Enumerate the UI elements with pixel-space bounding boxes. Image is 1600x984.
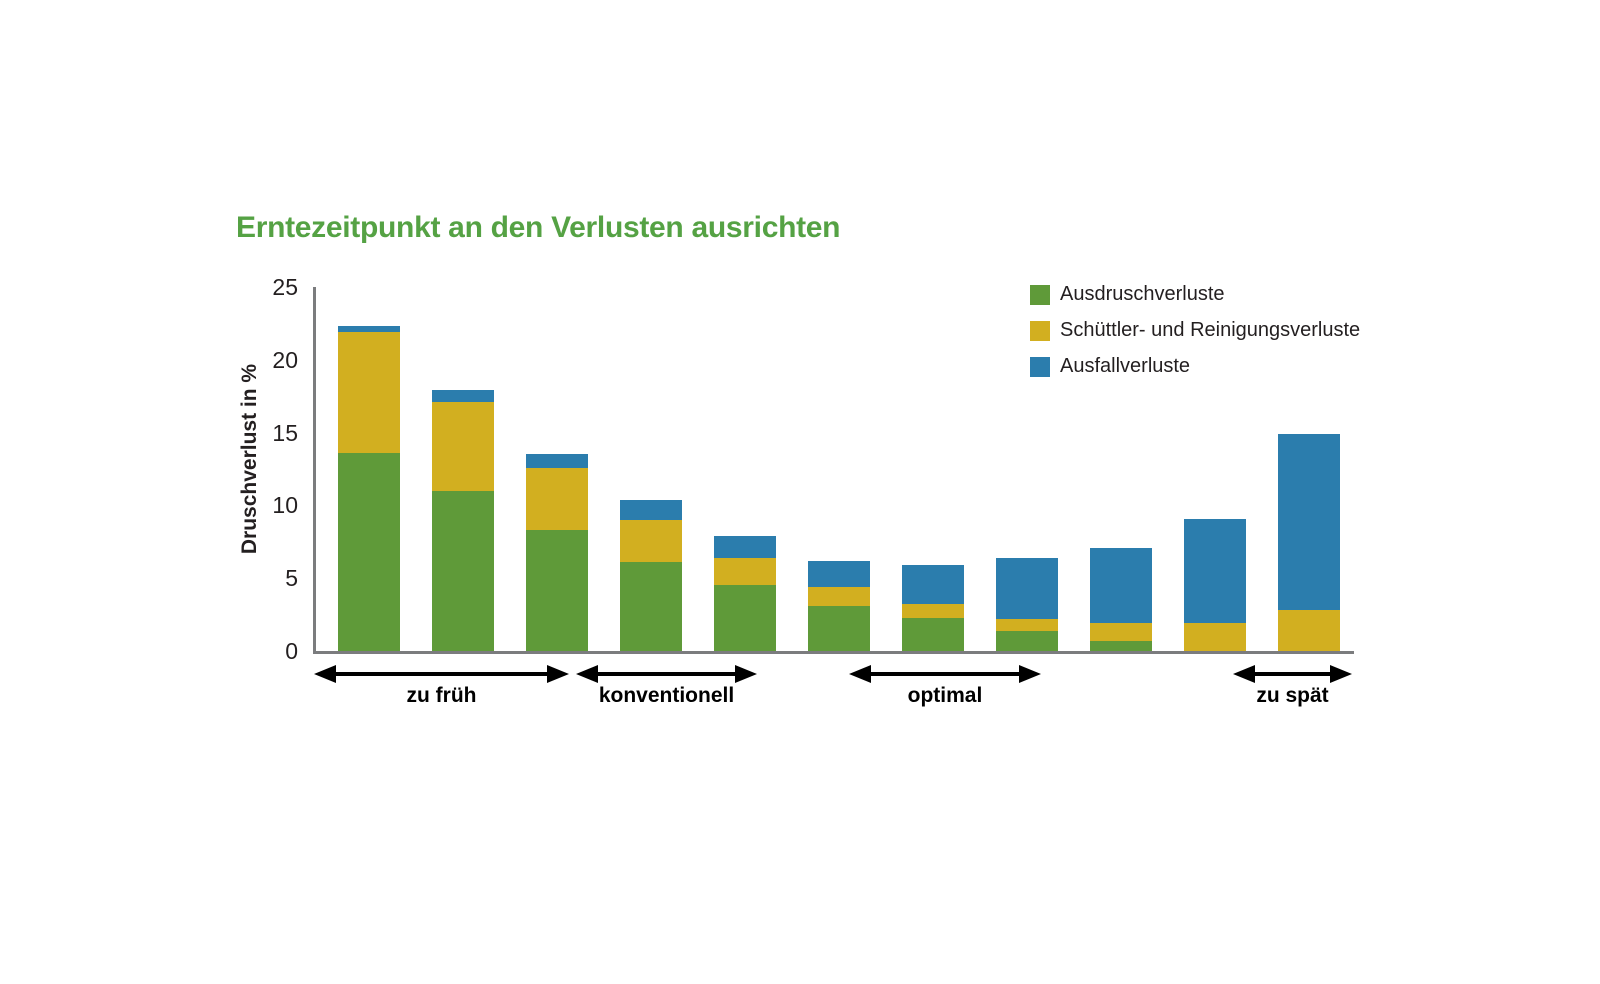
range-arrow-4 [1233,665,1352,683]
bar-4 [620,499,682,651]
legend-item-ausdruschverluste: Ausdruschverluste [1030,283,1360,306]
bar-7-segment-schuettler-und-reinigungsverluste [902,604,964,618]
legend-label-ausdruschverluste: Ausdruschverluste [1060,283,1225,305]
bar-3-segment-ausdruschverluste [526,530,588,651]
x-group-label-2: konventionell [598,684,735,707]
bar-2-segment-schuettler-und-reinigungsverluste [432,402,494,491]
arrow-right-head-icon [1330,665,1352,683]
bar-8-segment-ausdruschverluste [996,630,1058,651]
bar-2 [432,390,494,651]
legend: Ausdruschverluste Schüttler- und Reinigu… [1030,283,1360,391]
bar-1 [338,326,400,651]
bar-9-segment-schuettler-und-reinigungsverluste [1090,623,1152,641]
legend-label-schuettler-und-reinigungsverluste: Schüttler- und Reinigungsverluste [1060,319,1361,341]
arrow-left-head-icon [576,665,598,683]
bar-5-segment-ausdruschverluste [714,585,776,651]
x-group-label-3: optimal [907,684,983,707]
arrow-shaft [1255,672,1330,676]
legend-item-schuettler-und-reinigungsverluste: Schüttler- und Reinigungsverluste [1030,319,1360,342]
bar-9 [1090,547,1152,651]
bar-2-segment-ausfallverluste [432,390,494,403]
bar-10-segment-schuettler-und-reinigungsverluste [1184,623,1246,651]
x-group-label-4: zu spät [1256,684,1329,707]
bar-7-segment-ausdruschverluste [902,617,964,651]
bar-3-segment-schuettler-und-reinigungsverluste [526,467,588,531]
range-arrow-2 [576,665,757,683]
plot-area [313,287,1354,654]
arrow-right-head-icon [735,665,757,683]
arrow-left-head-icon [1233,665,1255,683]
y-axis-tick-label: 20 [272,346,298,373]
bar-1-segment-ausfallverluste [338,326,400,333]
bar-5 [714,536,776,651]
arrow-left-head-icon [849,665,871,683]
y-axis-tick-label: 25 [272,274,298,300]
y-axis-tick-label: 0 [285,638,298,664]
x-group-label-1: zu früh [406,684,477,707]
legend-item-ausfallverluste: Ausfallverluste [1030,355,1360,378]
bar-9-segment-ausdruschverluste [1090,640,1152,651]
arrow-right-head-icon [547,665,569,683]
bar-7 [902,565,964,651]
bar-8 [996,557,1058,651]
bar-10-segment-ausfallverluste [1184,518,1246,624]
legend-swatch-green-icon [1030,284,1050,305]
arrow-left-head-icon [314,665,336,683]
bar-5-segment-schuettler-und-reinigungsverluste [714,557,776,586]
bar-10 [1184,518,1246,651]
bar-4-segment-schuettler-und-reinigungsverluste [620,519,682,563]
arrow-shaft [598,672,735,676]
legend-swatch-yellow-icon [1030,320,1050,341]
bar-7-segment-ausfallverluste [902,565,964,605]
arrow-shaft [336,672,547,676]
range-arrow-3 [849,665,1041,683]
bar-5-segment-ausfallverluste [714,536,776,558]
bar-3 [526,454,588,651]
bar-9-segment-ausfallverluste [1090,547,1152,624]
bar-2-segment-ausdruschverluste [432,490,494,651]
bar-11-segment-ausfallverluste [1278,434,1340,611]
bar-4-segment-ausfallverluste [620,499,682,520]
bar-8-segment-ausfallverluste [996,557,1058,619]
bar-1-segment-ausdruschverluste [338,452,400,651]
arrow-right-head-icon [1019,665,1041,683]
arrow-shaft [871,672,1019,676]
bar-3-segment-ausfallverluste [526,454,588,468]
bar-6-segment-ausfallverluste [808,560,870,587]
bar-4-segment-ausdruschverluste [620,562,682,651]
bar-1-segment-schuettler-und-reinigungsverluste [338,332,400,453]
bar-6-segment-schuettler-und-reinigungsverluste [808,586,870,606]
legend-swatch-blue-icon [1030,356,1050,377]
bar-11-segment-schuettler-und-reinigungsverluste [1278,610,1340,651]
legend-label-ausfallverluste: Ausfallverluste [1060,355,1191,377]
y-axis-tick-label: 5 [285,565,298,592]
chart-title: Erntezeitpunkt an den Verlusten ausricht… [236,211,841,244]
bar-6-segment-ausdruschverluste [808,605,870,651]
y-axis-tick-label: 10 [272,492,298,519]
range-arrow-1 [314,665,569,683]
bar-11 [1278,434,1340,651]
y-axis-tick-label: 15 [272,419,298,446]
bar-8-segment-schuettler-und-reinigungsverluste [996,618,1058,631]
bar-6 [808,560,870,651]
